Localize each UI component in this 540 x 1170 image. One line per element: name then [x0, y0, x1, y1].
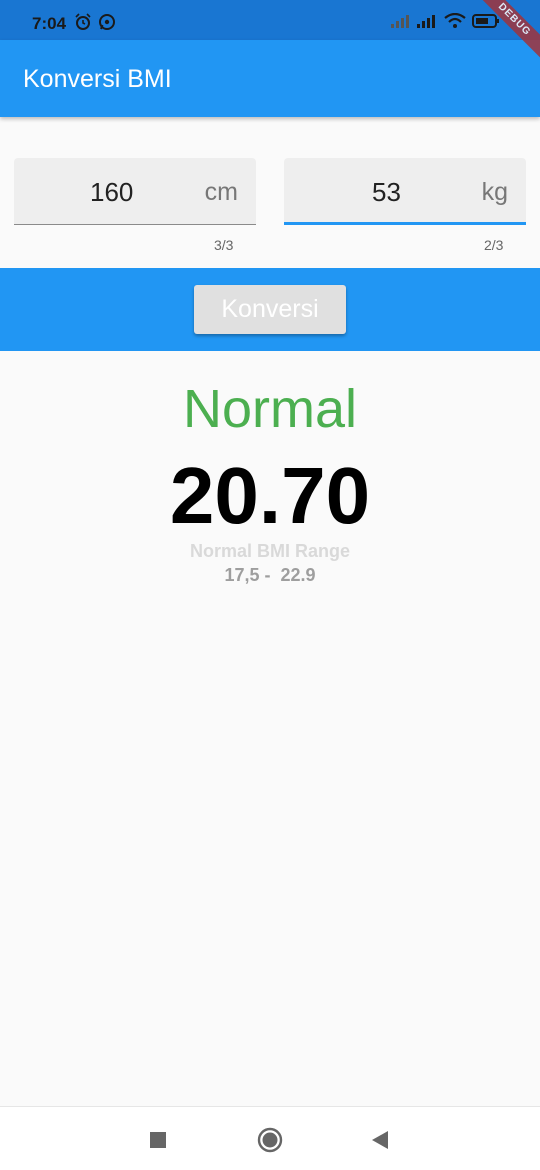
bmi-value: 20.70 [169, 451, 371, 540]
height-input[interactable]: 160 cm [14, 158, 256, 225]
recent-apps-icon[interactable] [144, 1126, 172, 1154]
height-counter: 3/3 [214, 237, 234, 253]
weight-value: 53 [372, 177, 401, 207]
status-bar: 7:04 [0, 0, 540, 40]
signal-icon [416, 13, 436, 34]
weight-counter: 2/3 [484, 237, 504, 253]
app-bar: Konversi BMI [0, 40, 540, 117]
convert-button[interactable]: Konversi [194, 285, 346, 334]
height-unit: cm [204, 178, 238, 206]
navigation-bar [0, 1106, 540, 1170]
weight-input[interactable]: 53 kg [284, 158, 526, 225]
app-title: Konversi BMI [23, 65, 172, 93]
alarm-icon [74, 13, 92, 36]
wifi-icon [444, 12, 466, 34]
battery-icon [472, 13, 500, 34]
back-icon[interactable] [366, 1126, 394, 1154]
signal-icon [390, 13, 410, 34]
weight-unit: kg [481, 178, 508, 206]
bmi-category: Normal [182, 379, 358, 439]
height-value: 160 [90, 177, 134, 207]
home-icon[interactable] [256, 1126, 284, 1154]
range-value: 17,5 - 22.9 [224, 565, 316, 585]
whatsapp-icon [98, 13, 116, 36]
status-time: 7:04 [32, 14, 67, 33]
range-label: Normal BMI Range [189, 541, 351, 561]
